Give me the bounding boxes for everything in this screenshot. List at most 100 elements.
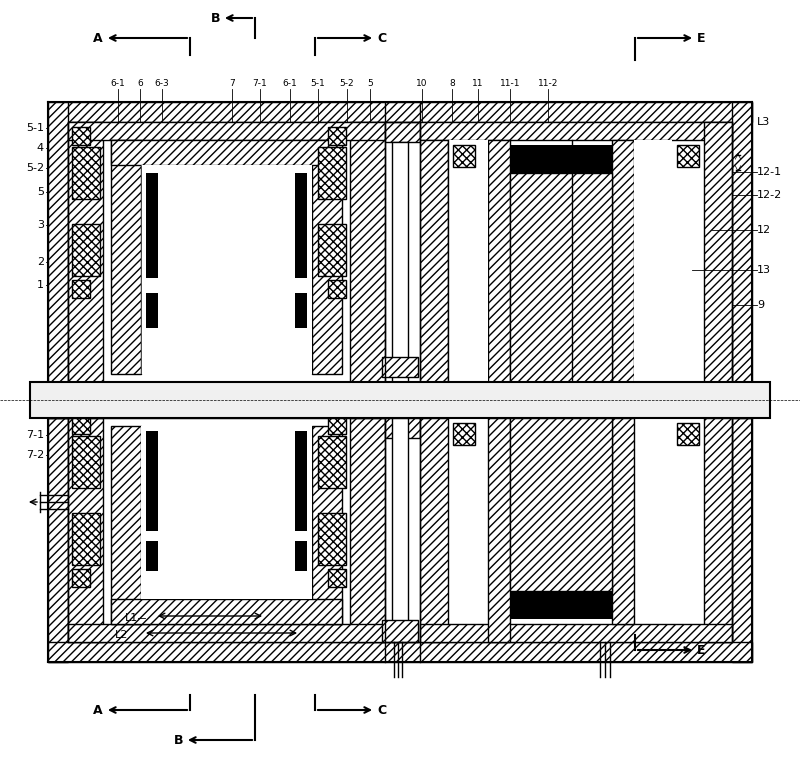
Bar [72,280,90,298]
Bar [48,102,752,122]
Text: 4: 4 [37,143,44,153]
Bar [385,418,420,438]
Text: 12-2: 12-2 [757,190,782,200]
Text: E: E [697,32,706,45]
Bar [612,418,634,624]
Text: 9: 9 [757,300,764,310]
Bar [312,426,342,624]
Bar [146,293,158,328]
Bar [350,418,385,642]
Text: C: C [377,32,386,45]
Bar [141,426,312,599]
Bar [318,147,346,199]
Bar [420,122,732,140]
Text: 6-3: 6-3 [154,79,170,88]
Bar [510,173,612,382]
Text: L1: L1 [125,613,138,623]
Bar [295,431,307,531]
Bar [385,122,420,142]
Bar [420,624,732,642]
Text: 5-2: 5-2 [340,79,354,88]
Text: 12-1: 12-1 [757,167,782,177]
Text: 12: 12 [757,225,771,235]
Bar [295,173,307,278]
Text: C: C [377,703,386,716]
Bar [312,140,342,374]
Bar [453,145,475,167]
Bar [111,599,342,624]
Bar [72,224,100,276]
Bar [677,423,699,445]
Text: 11-2: 11-2 [538,79,558,88]
Text: E: E [697,644,706,656]
Text: 2: 2 [37,257,44,267]
Text: 3: 3 [37,220,44,230]
Bar [48,418,68,662]
Bar [612,140,634,382]
Text: 6-1: 6-1 [110,79,126,88]
Bar [420,140,448,382]
Bar [72,513,100,565]
Bar [48,642,752,662]
Text: 7: 7 [229,79,235,88]
Text: 5: 5 [367,79,373,88]
Bar [146,173,158,278]
Text: 1: 1 [37,280,44,290]
Text: 8: 8 [449,79,455,88]
Text: A: A [94,703,103,716]
Bar [448,140,488,382]
Bar [146,431,158,531]
Text: 11: 11 [472,79,484,88]
Bar [111,140,342,165]
Bar [732,418,752,662]
Text: 5-1: 5-1 [26,123,44,133]
Bar [295,541,307,571]
Bar [328,280,346,298]
Bar [453,423,475,445]
Bar [382,620,418,642]
Text: L2: L2 [114,630,128,640]
Bar [146,541,158,571]
Bar [111,140,141,374]
Text: B: B [210,12,220,25]
Bar [634,140,672,382]
Text: 10: 10 [416,79,428,88]
Text: 5-1: 5-1 [310,79,326,88]
Bar [318,513,346,565]
Bar [72,147,100,199]
Text: 5-2: 5-2 [26,163,44,173]
Bar [328,127,346,145]
Text: A: A [94,32,103,45]
Bar [141,165,312,374]
Bar [72,416,90,434]
Bar [72,436,100,488]
Bar [382,357,418,377]
Bar [350,122,385,382]
Bar [420,418,448,642]
Bar [488,140,510,382]
Bar [510,418,612,591]
Bar [704,122,732,382]
Bar [72,569,90,587]
Bar [111,426,141,624]
Bar [318,224,346,276]
Bar [732,102,752,382]
Bar [318,436,346,488]
Text: 5: 5 [37,187,44,197]
Text: 7-2: 7-2 [26,450,44,460]
Bar [295,293,307,328]
Text: L3: L3 [757,117,770,127]
Text: B: B [174,733,183,746]
Bar [488,418,510,642]
Bar [68,122,385,140]
Text: 7-1: 7-1 [253,79,267,88]
Text: 6-1: 6-1 [282,79,298,88]
Bar [392,418,408,642]
Bar [328,416,346,434]
Bar [392,142,408,382]
Bar [328,569,346,587]
Bar [48,102,68,382]
Bar [510,145,612,173]
Bar [68,624,385,642]
Bar [704,418,732,642]
